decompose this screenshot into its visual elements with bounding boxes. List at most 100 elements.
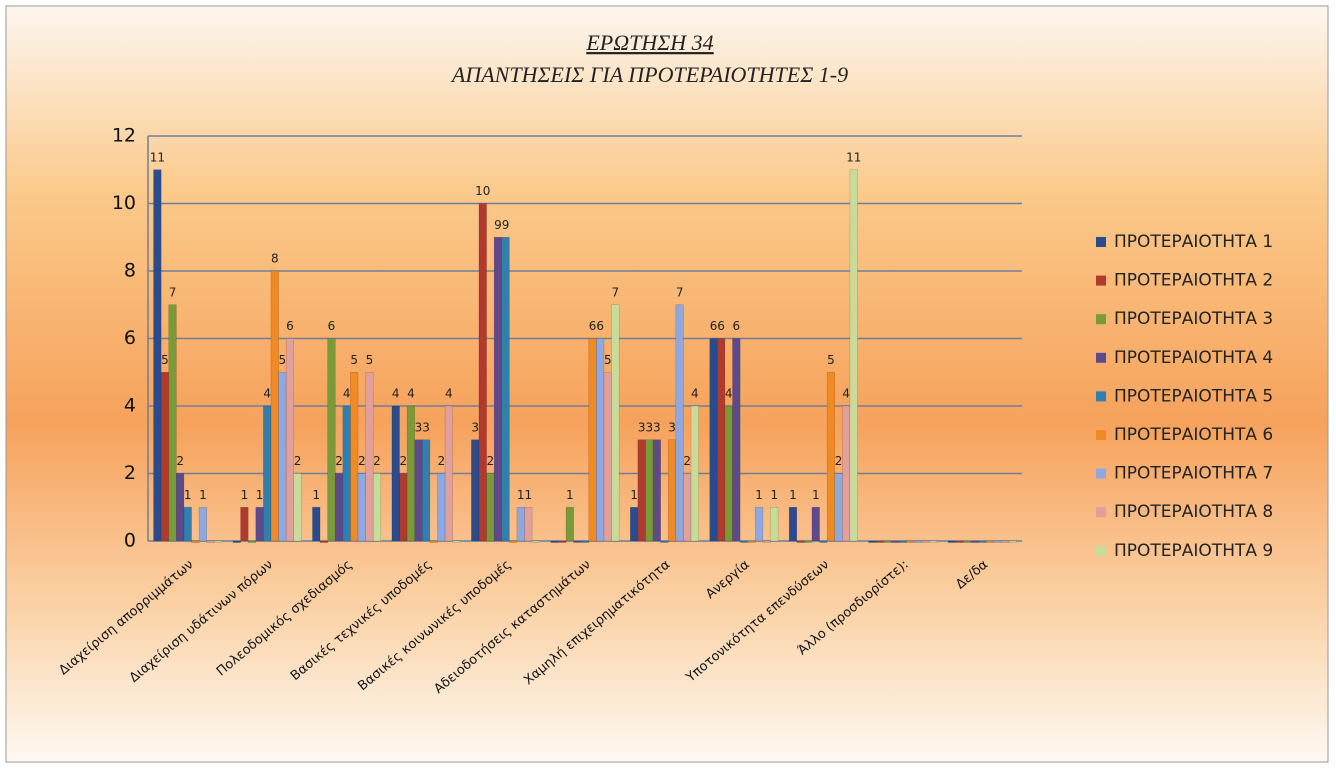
y-tick-label: 10 xyxy=(112,192,136,214)
bar xyxy=(985,540,994,543)
value-label: 2 xyxy=(399,454,407,468)
legend-label: ΠΡΟΤΕΡΑΙΟΤΗΤΑ 6 xyxy=(1114,425,1273,445)
value-label: 5 xyxy=(350,353,358,367)
value-label: 1 xyxy=(566,488,574,502)
bar xyxy=(501,237,510,542)
value-label: 2 xyxy=(683,454,691,468)
bar xyxy=(327,338,336,542)
value-label: 6 xyxy=(589,319,597,333)
bar xyxy=(509,540,518,543)
value-label: 5 xyxy=(604,353,612,367)
value-label: 1 xyxy=(770,488,778,502)
value-label: 1 xyxy=(256,488,264,502)
bar xyxy=(929,540,938,543)
bar xyxy=(842,405,851,542)
legend-swatch xyxy=(1096,507,1106,518)
legend-label: ΠΡΟΤΕΡΑΙΟΤΗΤΑ 3 xyxy=(1114,309,1273,329)
legend-swatch xyxy=(1096,391,1106,402)
bar xyxy=(883,540,892,543)
bar xyxy=(573,540,582,543)
bar xyxy=(342,405,351,542)
bar xyxy=(334,473,344,542)
bar xyxy=(255,507,264,542)
bar xyxy=(849,169,858,542)
legend-label: ΠΡΟΤΕΡΑΙΟΤΗΤΑ 8 xyxy=(1114,502,1273,522)
value-label: 3 xyxy=(422,420,430,434)
bar xyxy=(357,473,366,542)
bar xyxy=(637,439,646,542)
bar xyxy=(452,540,461,543)
bar xyxy=(232,540,241,543)
value-label: 2 xyxy=(437,454,445,468)
bar xyxy=(406,405,415,542)
value-label: 4 xyxy=(263,387,271,401)
bar xyxy=(278,372,287,542)
bar xyxy=(993,540,1002,543)
bar xyxy=(724,405,733,542)
value-label: 6 xyxy=(710,319,718,333)
value-label: 4 xyxy=(691,387,699,401)
bar xyxy=(350,372,359,542)
legend-label: ΠΡΟΤΕΡΑΙΟΤΗΤΑ 2 xyxy=(1114,271,1273,291)
bar xyxy=(214,540,223,543)
value-label: 11 xyxy=(150,150,165,164)
chart-title: ΕΡΩΤΗΣΗ 34 xyxy=(585,30,713,55)
bar xyxy=(947,540,956,543)
legend-label: ΠΡΟΤΕΡΑΙΟΤΗΤΑ 5 xyxy=(1114,386,1273,406)
bar xyxy=(978,540,987,543)
bar xyxy=(611,304,620,542)
legend-swatch xyxy=(1096,468,1106,479)
bar xyxy=(524,507,533,542)
bar xyxy=(285,338,295,542)
bar xyxy=(970,540,979,543)
bar xyxy=(176,473,185,542)
bar xyxy=(834,473,843,542)
bar xyxy=(732,338,741,542)
value-label: 1 xyxy=(517,488,525,502)
bar xyxy=(898,540,907,543)
value-label: 2 xyxy=(335,454,343,468)
value-label: 2 xyxy=(176,454,184,468)
bar xyxy=(293,473,302,542)
bar xyxy=(875,540,885,543)
chart-subtitle: ΑΠΑΝΤΗΣΕΙΣ ΓΙΑ ΠΡΟΤΕΡΑΙΟΤΗΤΕΣ 1-9 xyxy=(450,62,848,87)
bar xyxy=(788,507,798,542)
value-label: 6 xyxy=(328,319,336,333)
bar xyxy=(580,540,590,543)
bar xyxy=(471,439,480,542)
value-label: 5 xyxy=(827,353,835,367)
bar xyxy=(868,540,877,543)
value-label: 2 xyxy=(487,454,495,468)
value-label: 3 xyxy=(668,420,676,434)
background xyxy=(5,5,1329,763)
value-label: 1 xyxy=(241,488,249,502)
value-label: 9 xyxy=(502,218,510,232)
bar xyxy=(596,338,605,542)
bar xyxy=(588,338,597,542)
value-label: 7 xyxy=(612,285,620,299)
y-tick-label: 12 xyxy=(112,125,136,147)
bar xyxy=(399,473,408,542)
bar xyxy=(247,540,257,543)
bar xyxy=(826,372,836,542)
legend-swatch xyxy=(1096,275,1106,286)
bar xyxy=(796,540,805,543)
value-label: 5 xyxy=(366,353,374,367)
value-label: 6 xyxy=(596,319,604,333)
bar xyxy=(558,540,567,543)
bar xyxy=(819,540,828,543)
value-label: 4 xyxy=(725,387,733,401)
value-label: 7 xyxy=(169,285,177,299)
bar xyxy=(183,507,192,542)
value-label: 4 xyxy=(445,387,453,401)
value-label: 4 xyxy=(343,387,351,401)
bar xyxy=(493,237,502,542)
value-label: 5 xyxy=(279,353,287,367)
bar xyxy=(913,540,923,543)
bar xyxy=(391,405,400,542)
bar xyxy=(160,372,169,542)
legend-swatch xyxy=(1096,314,1106,325)
value-label: 1 xyxy=(184,488,192,502)
value-label: 3 xyxy=(645,420,653,434)
bar xyxy=(921,540,930,543)
